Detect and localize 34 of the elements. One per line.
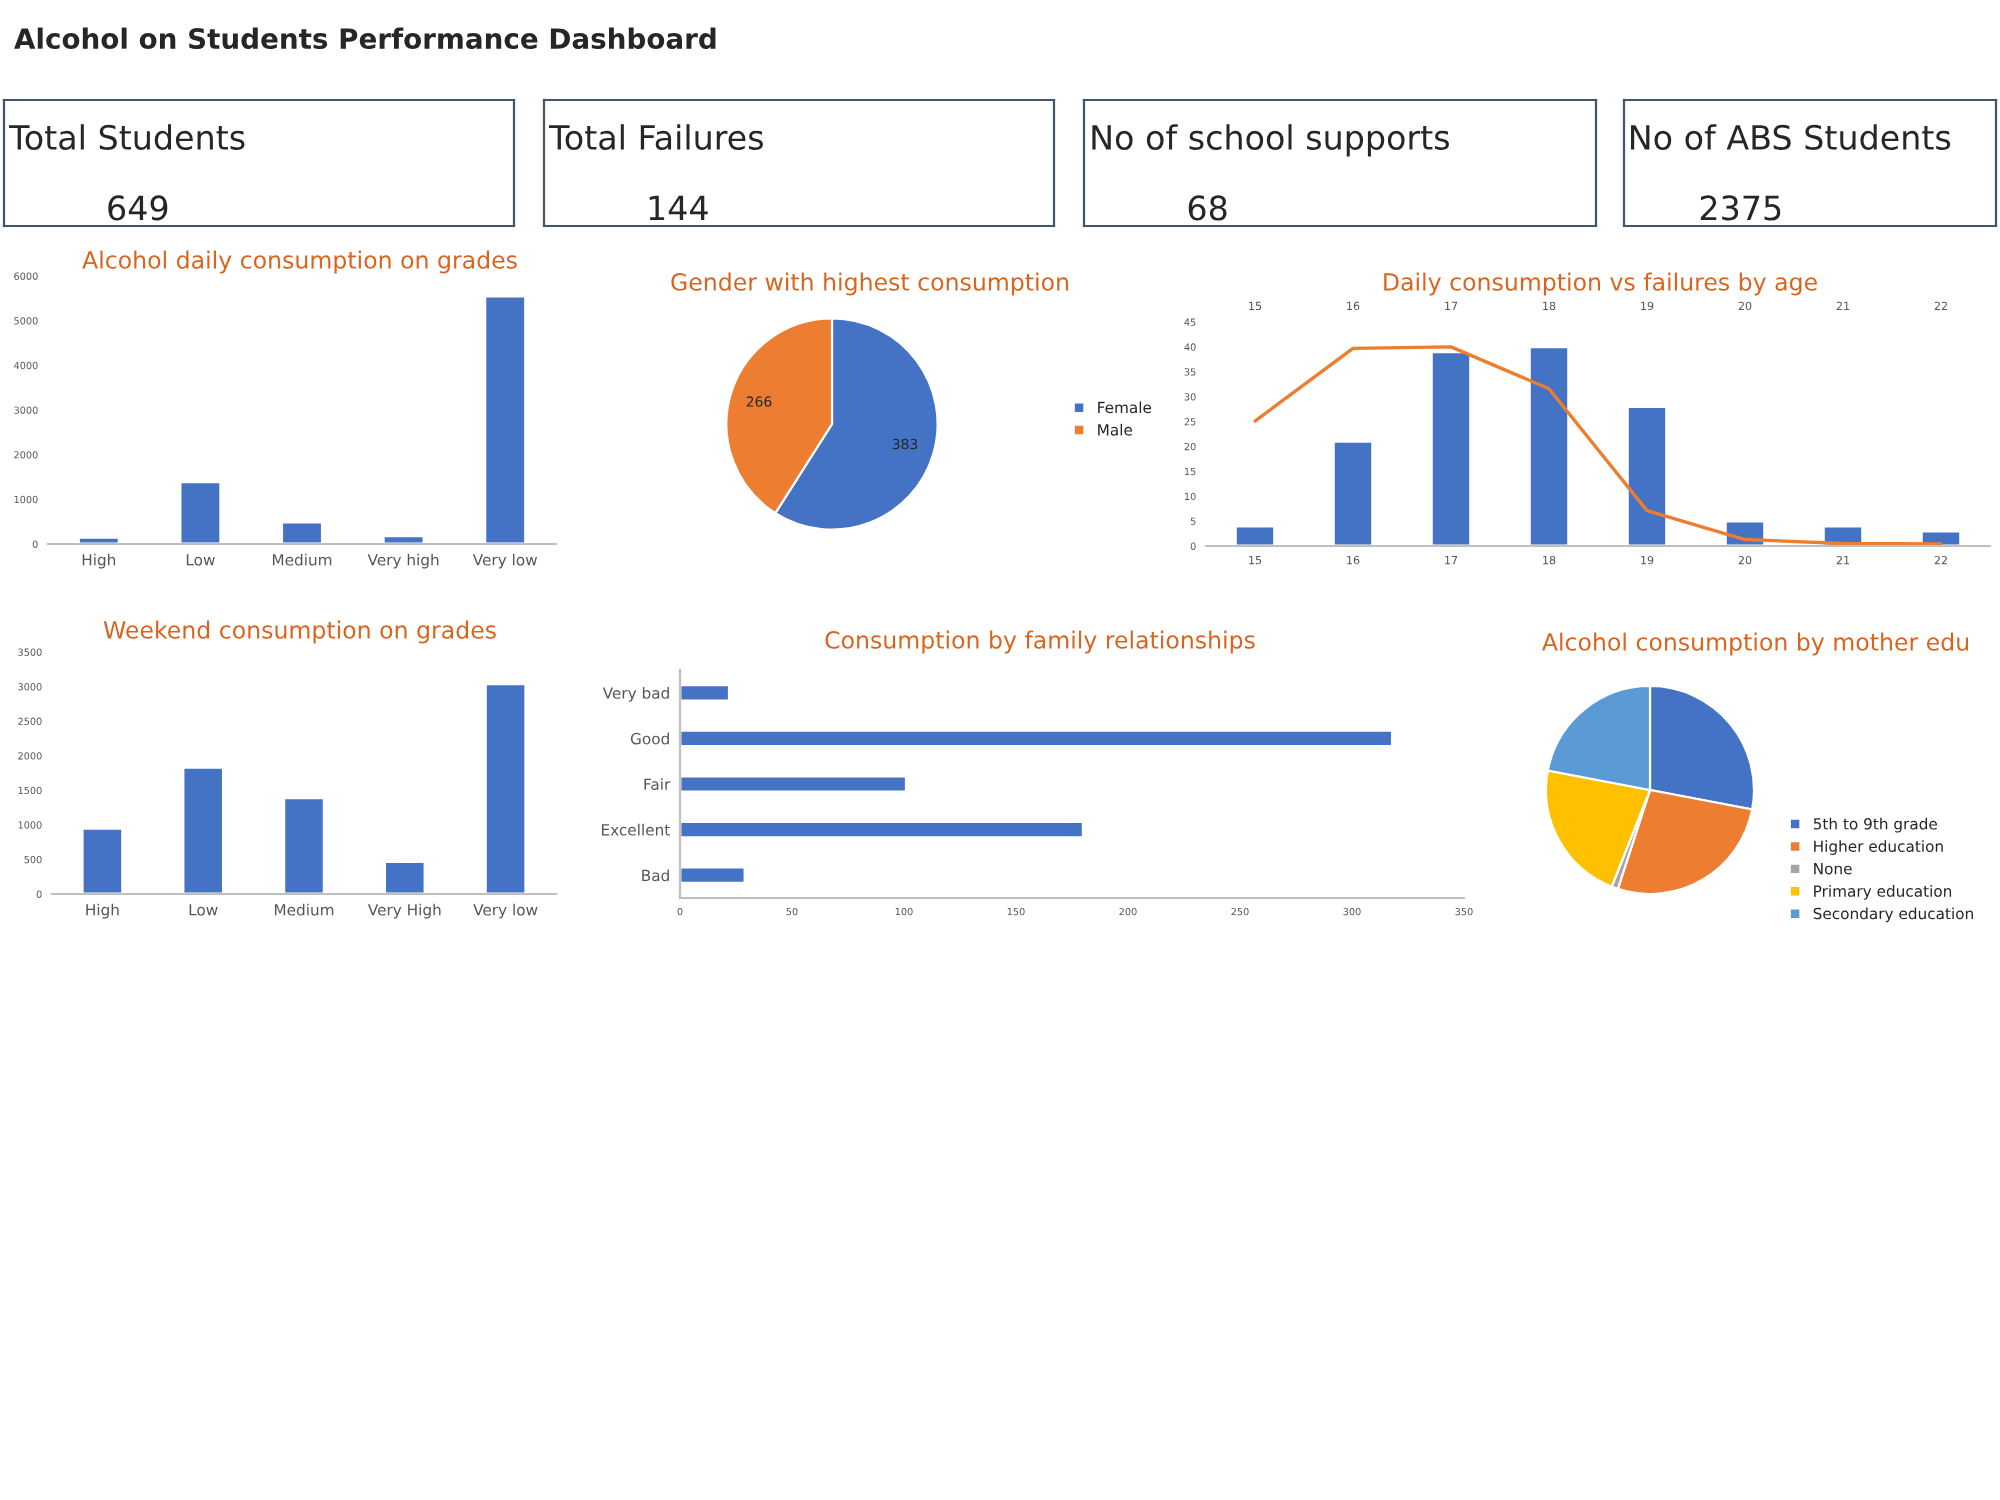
bar <box>680 820 1085 839</box>
bar <box>483 294 527 544</box>
chart-title: Daily consumption vs failures by age <box>1384 272 1817 296</box>
bar <box>680 774 908 794</box>
text: No of ABS Students <box>1630 124 1951 150</box>
bar <box>181 766 225 894</box>
bar <box>280 520 324 544</box>
bar <box>680 683 731 703</box>
bar <box>178 480 223 544</box>
text: Total Failures <box>549 124 763 150</box>
line-series <box>1253 345 1943 546</box>
bar <box>680 865 747 885</box>
bar <box>383 860 427 894</box>
chart-title: Weekend consumption on grades <box>103 620 496 644</box>
text: Alcohol on Students Performance Dashboard <box>14 27 716 50</box>
chart-title: Gender with highest consumption <box>671 272 1069 296</box>
text: No of school supports <box>1092 124 1449 157</box>
bar <box>680 729 1394 748</box>
text: Total Students <box>9 124 245 150</box>
text: 2375 <box>1700 195 1781 221</box>
chart-title: Consumption by family relationships <box>825 630 1255 654</box>
bar <box>1234 524 1276 546</box>
bar <box>80 826 124 894</box>
text: 144 <box>649 195 708 221</box>
bar <box>484 682 528 894</box>
chart-title: Alcohol daily consumption on grades <box>82 250 517 274</box>
chart-title: Alcohol consumption by mother edu <box>1542 632 1969 656</box>
bar <box>1430 350 1472 546</box>
text: 68 <box>1188 195 1227 221</box>
bar <box>1528 345 1570 546</box>
bar <box>1626 405 1668 546</box>
bar <box>282 796 326 894</box>
text: 649 <box>108 195 168 221</box>
bar <box>1332 440 1374 546</box>
